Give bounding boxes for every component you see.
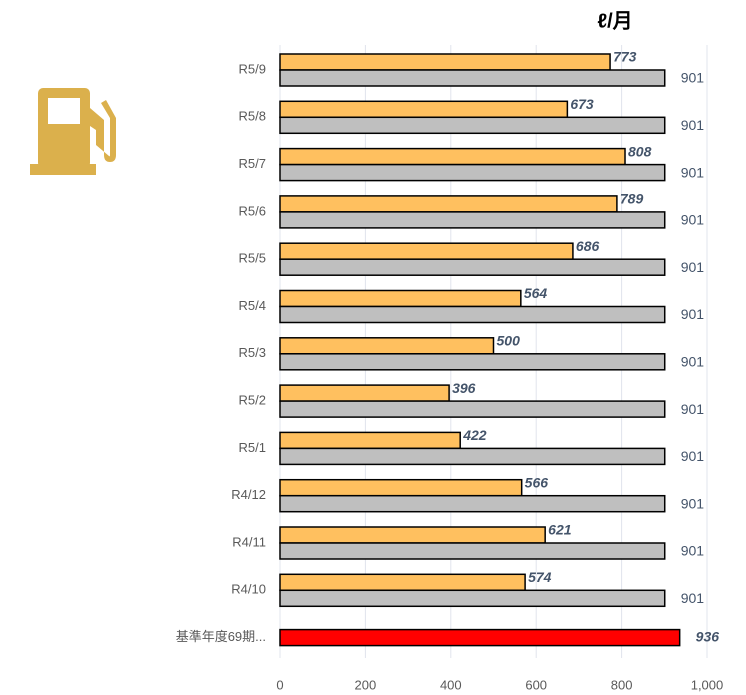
data-label: 673: [570, 96, 594, 112]
data-label: 901: [681, 354, 705, 370]
bar: [279, 53, 611, 71]
data-label: 901: [681, 590, 705, 606]
x-tick-label: 400: [440, 677, 462, 692]
data-label: 396: [452, 380, 476, 396]
y-tick-label: R4/11: [232, 534, 266, 549]
x-tick-label: 0: [276, 677, 283, 692]
y-tick-label: R5/5: [239, 251, 266, 266]
bar: [279, 258, 666, 276]
bar: [279, 305, 666, 324]
bar: [279, 494, 666, 513]
bar: [279, 211, 666, 229]
bar: [279, 431, 461, 450]
y-tick-label: R4/10: [231, 582, 266, 597]
data-label: 566: [525, 474, 549, 490]
data-label: 564: [524, 285, 548, 301]
data-label: 901: [681, 306, 705, 322]
data-label: 621: [548, 522, 572, 538]
bar: [279, 573, 526, 592]
data-label: 901: [681, 495, 705, 511]
bar: [279, 542, 666, 560]
data-label: 936: [696, 628, 720, 644]
bar: [279, 163, 666, 182]
x-tick-label: 800: [611, 677, 633, 692]
x-tick-label: 1,000: [691, 677, 724, 692]
fuel-icon: [30, 88, 116, 175]
bar: [279, 353, 666, 371]
y-tick-label: R5/3: [239, 345, 266, 360]
y-tick-label: R5/8: [239, 109, 266, 124]
y-tick-label: R5/1: [239, 440, 266, 455]
data-label: 422: [462, 427, 487, 443]
data-label: 901: [681, 117, 705, 133]
y-tick-label: R4/12: [231, 487, 266, 502]
data-label: 808: [628, 143, 652, 159]
y-tick-label: R5/2: [239, 393, 266, 408]
y-tick-label: R5/9: [239, 61, 266, 76]
data-label: 773: [613, 49, 637, 65]
y-tick-label: 基準年度69期...: [176, 629, 266, 644]
data-label: 901: [681, 401, 705, 417]
data-label: 901: [681, 70, 705, 86]
chart-title: ℓ/月: [597, 10, 632, 32]
data-label: 500: [497, 333, 521, 349]
data-label: 901: [681, 259, 705, 275]
y-tick-label: R5/6: [239, 203, 266, 218]
bar: [279, 384, 450, 402]
bar: [279, 100, 569, 119]
y-tick-label: R5/7: [239, 156, 266, 171]
data-label: 789: [620, 191, 644, 207]
bar: [279, 116, 666, 135]
bar: [279, 526, 546, 544]
bar: [279, 69, 666, 87]
bar: [279, 195, 618, 213]
bar: [279, 628, 681, 647]
bar: [279, 147, 626, 166]
bar: [279, 478, 523, 497]
data-label: 901: [681, 164, 705, 180]
data-label: 574: [528, 569, 552, 585]
data-label: 901: [681, 212, 705, 228]
data-label: 901: [681, 543, 705, 559]
x-tick-label: 200: [355, 677, 377, 692]
bar: [279, 400, 666, 418]
bar: [279, 447, 666, 466]
bar: [279, 589, 666, 608]
x-tick-label: 600: [525, 677, 547, 692]
y-tick-label: R5/4: [239, 298, 266, 313]
bar: [279, 289, 522, 308]
bar: [279, 242, 574, 260]
data-label: 901: [681, 448, 705, 464]
data-label: 686: [576, 238, 600, 254]
bar: [279, 337, 495, 355]
